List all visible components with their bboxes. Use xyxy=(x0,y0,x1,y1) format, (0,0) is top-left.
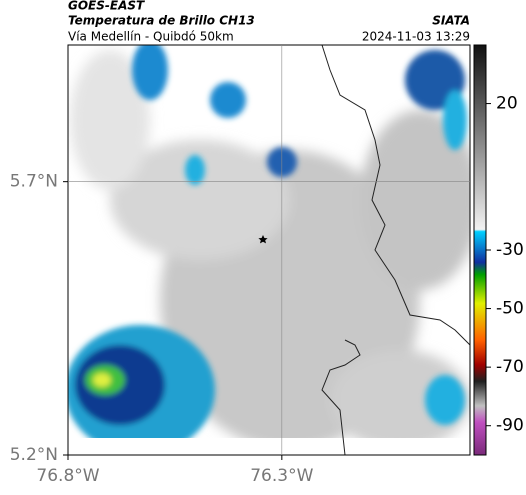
colorbar-tick-label: -30 xyxy=(496,240,524,260)
subtitle: Vía Medellín - Quibdó 50km xyxy=(68,30,234,44)
map-frame xyxy=(67,44,471,456)
colorbar-tick-label: -90 xyxy=(496,416,524,436)
satellite: GOES-EAST xyxy=(68,0,145,13)
datetime: 2024-11-03 13:29 xyxy=(362,30,470,44)
location-star xyxy=(258,235,268,244)
colorbar-tick-label: 20 xyxy=(496,94,518,114)
y-tick-label: 5.2°N xyxy=(10,445,58,465)
colorbar xyxy=(473,44,487,456)
y-tick-label: 5.7°N xyxy=(10,172,58,192)
source: SIATA xyxy=(432,14,470,28)
x-tick-label: 76.8°W xyxy=(36,466,99,486)
x-tick-label: 76.3°W xyxy=(250,466,313,486)
title: Temperatura de Brillo CH13 xyxy=(68,14,255,28)
imagery xyxy=(68,45,470,455)
colorbar-tick-label: -50 xyxy=(496,299,524,319)
colorbar-tick-label: -70 xyxy=(496,357,524,377)
